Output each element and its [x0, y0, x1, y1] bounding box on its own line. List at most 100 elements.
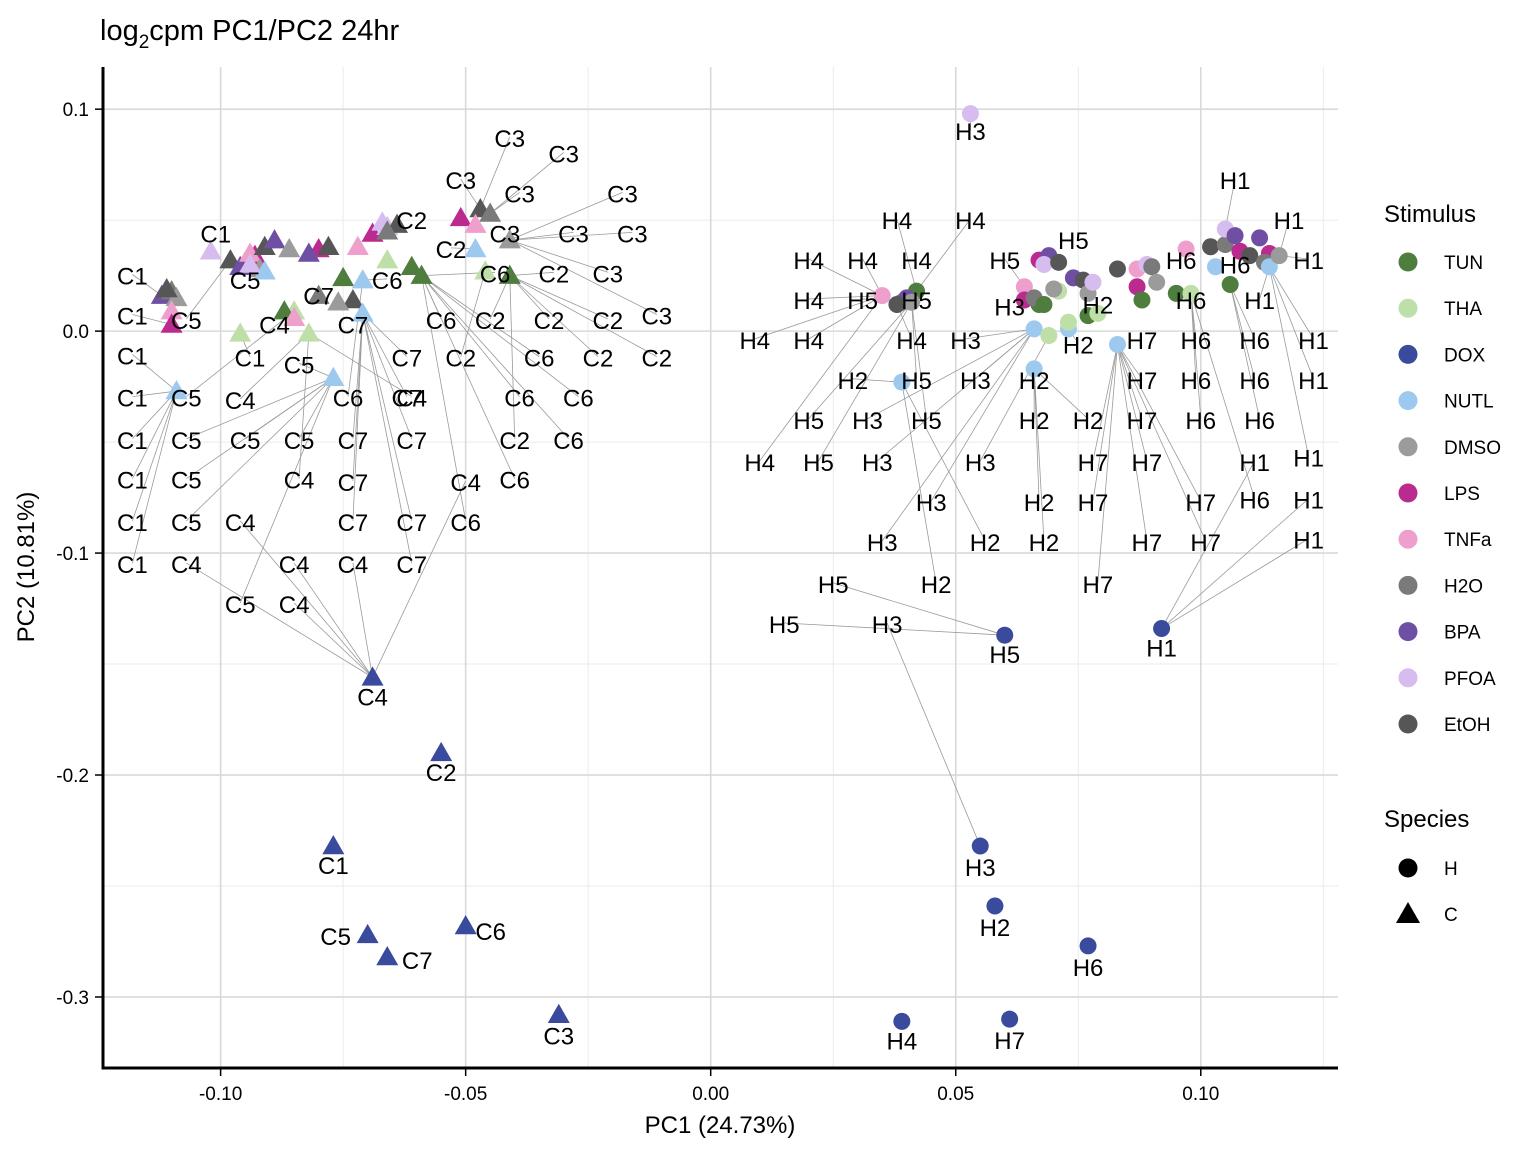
legend-label-dox: DOX	[1444, 345, 1486, 366]
point-label: H2	[1019, 408, 1050, 435]
point-chimp	[464, 213, 487, 233]
leader-line	[186, 310, 295, 397]
point-label: C1	[117, 264, 148, 291]
leader-line	[916, 218, 971, 292]
leader-line	[1229, 284, 1256, 379]
point-label: C2	[436, 237, 467, 264]
point-label: C2	[583, 346, 614, 373]
point-label: H7	[1127, 408, 1158, 435]
point-label: H6	[1176, 288, 1207, 315]
leader-line	[1161, 498, 1309, 629]
point-label: C6	[372, 268, 403, 295]
point-chimp	[322, 835, 345, 855]
point-human	[1035, 295, 1053, 313]
leader-line	[1269, 266, 1314, 379]
point-chimp	[341, 289, 364, 309]
point-label: C4	[357, 684, 388, 711]
point-human	[996, 626, 1014, 644]
leader-line	[132, 274, 163, 296]
legend-label-h2o: H2O	[1444, 576, 1483, 597]
leader-line	[509, 239, 657, 315]
leader-line	[1190, 293, 1256, 499]
point-label: H6	[1239, 328, 1270, 355]
point-label: H6	[1220, 252, 1251, 279]
point-human	[1221, 276, 1239, 294]
x-tick-label: 0.00	[692, 1084, 729, 1105]
point-human	[1059, 313, 1077, 331]
point-label: C2	[475, 308, 506, 335]
point-label: H4	[901, 248, 932, 275]
leader-line	[186, 562, 373, 678]
point-human	[1143, 258, 1161, 276]
axes: -0.10 -0.05 0.00 0.05 0.10 0.1 0.0 -0.1 -0.2 -0.3	[56, 67, 1338, 1105]
point-label: C4	[284, 468, 315, 495]
point-label: H4	[744, 450, 775, 477]
point-human	[1089, 304, 1107, 322]
point-chimp	[297, 322, 320, 342]
point-label: C1	[117, 303, 148, 330]
leader-line	[509, 275, 657, 357]
point-human	[1025, 360, 1043, 378]
point-label: C6	[475, 919, 506, 946]
leader-line	[1161, 538, 1309, 629]
point-label: H2	[1073, 408, 1104, 435]
point-label: H2	[1024, 490, 1055, 517]
point-label: H5	[989, 248, 1020, 275]
point-label: C1	[318, 853, 349, 880]
leader-line	[489, 152, 564, 214]
leader-line	[239, 377, 334, 604]
point-label: H7	[1078, 450, 1109, 477]
point-chimp	[165, 380, 188, 400]
point-label: C7	[392, 346, 423, 373]
point-label: H3	[916, 490, 947, 517]
point-label: C5	[171, 468, 202, 495]
point-chimp	[547, 1003, 570, 1023]
point-label: C4	[396, 386, 427, 413]
point-chimp	[160, 313, 183, 333]
point-label: C6	[333, 386, 364, 413]
point-label: H5	[989, 642, 1020, 669]
leader-line	[979, 335, 1050, 462]
point-human	[986, 897, 1004, 915]
leader-line	[1117, 344, 1148, 541]
leader-line	[1269, 266, 1314, 340]
leader-line	[489, 192, 520, 214]
leader-line	[877, 328, 1035, 462]
point-label: H5	[911, 408, 942, 435]
leader-line	[298, 377, 334, 439]
point-label: C4	[450, 470, 481, 497]
leader-line	[460, 271, 486, 357]
point-label: C2	[534, 308, 565, 335]
leader-line	[132, 390, 177, 564]
leader-line	[1092, 344, 1118, 501]
point-label: C7	[338, 428, 369, 455]
point-human	[1050, 253, 1068, 271]
point-human	[1015, 278, 1033, 296]
legend-label-tha: THA	[1444, 299, 1482, 320]
point-label: H6	[1181, 328, 1212, 355]
point-label: H1	[1274, 208, 1305, 235]
point-human	[893, 373, 911, 391]
point-label: C3	[641, 303, 672, 330]
leader-line	[186, 377, 334, 522]
point-label: C4	[279, 592, 310, 619]
point-chimp	[307, 284, 330, 304]
leader-line	[759, 295, 883, 462]
leader-line	[1092, 344, 1118, 462]
point-chimp	[283, 306, 306, 327]
grid	[103, 67, 1338, 1068]
point-label: H1	[1298, 328, 1329, 355]
point-chimp	[400, 255, 423, 276]
leader-line	[298, 362, 334, 379]
point-label: C3	[445, 168, 476, 195]
leader-line	[509, 275, 599, 357]
leader-line	[362, 313, 413, 564]
point-chimp	[297, 242, 320, 262]
point-label: C4	[171, 552, 202, 579]
legend-label-pfoa: PFOA	[1444, 669, 1496, 690]
point-human	[1167, 284, 1185, 302]
point-label: H7	[1132, 530, 1163, 557]
point-human	[1084, 273, 1102, 291]
leader-line	[132, 390, 177, 522]
leader-line	[754, 295, 883, 340]
